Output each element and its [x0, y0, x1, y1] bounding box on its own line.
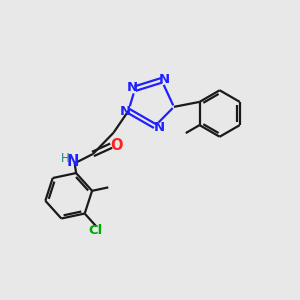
Text: O: O	[111, 138, 123, 153]
Text: N: N	[67, 154, 79, 169]
Text: N: N	[120, 105, 131, 118]
Text: N: N	[159, 73, 170, 86]
Text: Cl: Cl	[89, 224, 103, 237]
Text: N: N	[127, 81, 138, 94]
Text: N: N	[153, 121, 164, 134]
Text: H: H	[61, 152, 70, 165]
